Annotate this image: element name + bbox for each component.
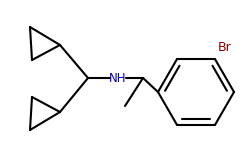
Text: Br: Br [217,41,231,54]
Text: NH: NH [109,71,126,84]
